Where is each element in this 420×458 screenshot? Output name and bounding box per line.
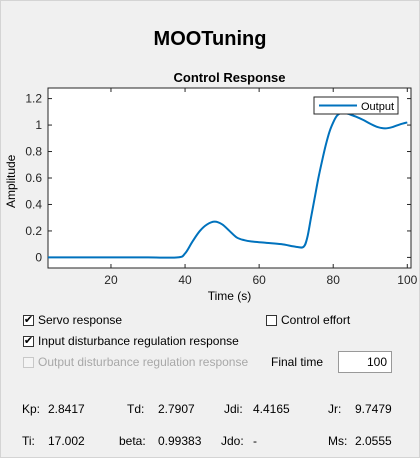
app-title: MOOTuning [153,28,267,50]
final-time-input[interactable]: 100 [338,351,392,373]
input-disturbance-checkbox[interactable]: ✔ Input disturbance regulation response [23,334,239,348]
y-tick-label: 0 [35,250,42,264]
servo-response-label: Servo response [38,313,123,327]
y-axis-label: Amplitude [4,154,18,208]
jr-value: 9.7479 [355,402,392,416]
y-tick-label: 1.2 [25,92,42,106]
ms-value: 2.0555 [355,434,392,448]
td-value: 2.7907 [158,402,195,416]
ti-label: Ti: [22,434,35,448]
x-tick-label: 40 [178,273,192,287]
jdi-value: 4.4165 [253,402,290,416]
response-chart: 20 40 60 80 100 0 0.2 0.4 0.6 0.8 1 1.2 Output [25,87,418,287]
series-line-output [47,111,408,259]
beta-label: beta: [119,434,146,448]
jdo-value: - [253,434,257,448]
chart-title: Control Response [173,70,286,85]
input-disturbance-label: Input disturbance regulation response [38,334,239,348]
ti-value: 17.002 [48,434,85,448]
jdo-label: Jdo: [221,434,244,448]
y-tick-label: 0.2 [25,224,42,238]
input-disturbance-check[interactable]: ✔ [23,334,34,347]
jdi-label: Jdi: [224,402,243,416]
plot-area [47,87,412,269]
output-disturbance-checkbox[interactable]: Output disturbance regulation response [23,355,248,369]
x-tick-label: 80 [327,273,341,287]
y-tick-label: 1 [35,118,42,132]
output-disturbance-check[interactable] [23,356,34,368]
kp-label: Kp: [22,402,41,416]
jr-label: Jr: [328,402,342,416]
x-tick-label: 20 [104,273,118,287]
y-tick-label: 0.8 [25,145,42,159]
x-axis-label: Time (s) [207,289,252,303]
servo-response-checkbox[interactable]: ✔ Servo response [23,313,122,327]
final-time-label: Final time [271,355,324,369]
control-effort-checkbox[interactable]: Control effort [266,313,350,327]
ms-label: Ms: [328,434,348,448]
servo-response-check[interactable]: ✔ [23,313,34,326]
legend-label: Output [361,101,394,113]
x-tick-label: 60 [252,273,266,287]
output-disturbance-label: Output disturbance regulation response [38,355,249,369]
y-tick-label: 0.6 [25,171,42,185]
y-tick-label: 0.4 [25,197,42,211]
x-tick-label: 100 [397,273,417,287]
kp-value: 2.8417 [48,402,85,416]
td-label: Td: [127,402,145,416]
beta-value: 0.99383 [158,434,202,448]
control-effort-check[interactable] [266,314,277,326]
control-effort-label: Control effort [281,313,351,327]
